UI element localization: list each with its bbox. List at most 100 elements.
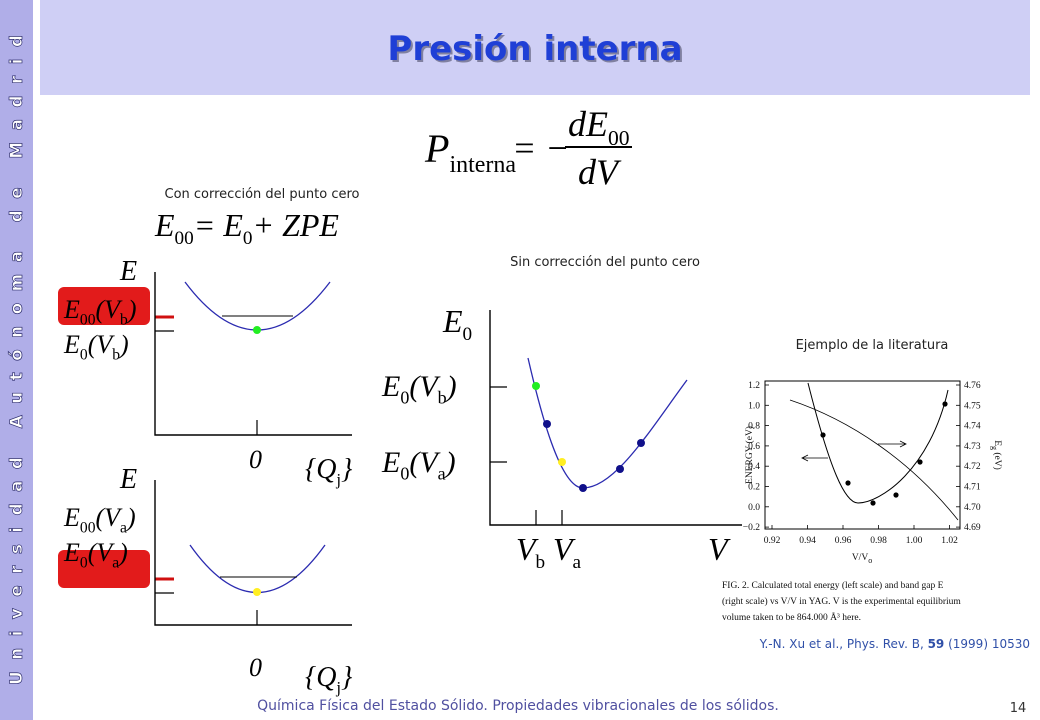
math-part: a	[112, 555, 119, 572]
point	[820, 432, 826, 438]
point	[532, 382, 540, 390]
math-part: E	[63, 503, 80, 532]
point	[616, 465, 624, 473]
x-tick-label: 0.98	[870, 536, 887, 546]
math-part: )	[445, 370, 457, 403]
math-part: a	[438, 464, 446, 484]
figure-caption: FIG. 2. Calculated total energy (left sc…	[722, 580, 944, 591]
math-part: E	[119, 464, 137, 495]
level-label: E0(Vb)	[381, 370, 457, 408]
math-part: )	[125, 503, 136, 532]
plot-frame	[764, 380, 961, 530]
math-part: 0	[400, 388, 409, 408]
y-tick-label: 1.2	[748, 381, 760, 391]
math-part: (V	[88, 538, 116, 567]
title: Presión interna	[387, 29, 682, 69]
y-tick-label: 0.0	[748, 503, 760, 513]
point	[579, 484, 587, 492]
sidebar-band	[0, 0, 33, 720]
energy-axis-label: E0	[442, 303, 472, 345]
math-part: E	[381, 446, 400, 479]
point	[845, 480, 851, 486]
y-tick-label: 0.8	[748, 422, 760, 432]
energy-curve	[527, 357, 688, 489]
level-label: E0(Va)	[63, 538, 128, 572]
math-part: interna	[449, 152, 516, 178]
origin-label: 0	[249, 653, 262, 682]
y-tick-label: 0.2	[748, 483, 760, 493]
point	[558, 458, 566, 466]
math-part: 0	[463, 324, 473, 345]
axes	[154, 480, 352, 626]
energy-axis-label: E	[119, 256, 137, 287]
coordinate-label: {Qj}	[305, 662, 352, 697]
y-tick-label: 0.4	[748, 462, 760, 472]
math-part: dE	[568, 104, 608, 144]
math-part: )	[118, 330, 129, 359]
math-part: E	[381, 370, 400, 403]
math-part: E	[154, 207, 175, 243]
volume-label: Vb	[516, 531, 545, 573]
level-label: E0(Vb)	[63, 330, 129, 364]
math-part: a	[120, 520, 127, 537]
math-part: E	[119, 256, 137, 287]
math-part: (V	[95, 503, 123, 532]
math-part: 0	[249, 445, 262, 474]
math-part: {Q	[305, 454, 336, 485]
math-part: (V	[409, 370, 441, 403]
math-part: = E	[194, 207, 244, 243]
title-bar	[40, 0, 1030, 95]
point	[942, 401, 948, 407]
x-tick-label: 0.92	[764, 536, 781, 546]
figure-caption: (right scale) vs V/V in YAG. V is the ex…	[722, 596, 961, 607]
formula-denominator: dV	[578, 152, 622, 192]
math-part: 0	[400, 464, 409, 484]
highlight-box	[58, 550, 150, 588]
math-part: {Q	[305, 662, 336, 693]
axes	[154, 272, 352, 436]
y-tick-label: −0.2	[743, 523, 760, 533]
middle-caption: Sin corrección del punto cero	[510, 255, 700, 270]
energy-curve	[807, 382, 949, 504]
math-part: 0	[243, 228, 253, 249]
volume-label: V	[708, 531, 731, 567]
formula-equals: = −	[512, 128, 570, 168]
math-part: 00	[175, 228, 194, 249]
math-part: 00	[80, 520, 96, 537]
x-tick-label: 0.96	[835, 536, 852, 546]
point	[637, 439, 645, 447]
math-part: E	[63, 295, 80, 324]
math-part: b	[120, 312, 128, 329]
math-part: b	[438, 388, 447, 408]
math-part: }	[341, 662, 352, 693]
y2-tick-label: 4.69	[964, 523, 981, 533]
level-label: E00(Va)	[63, 503, 136, 537]
math-part: E	[63, 330, 80, 359]
math-part: (V	[95, 295, 123, 324]
math-part: }	[341, 454, 352, 485]
potential-curve	[189, 544, 326, 593]
math-part: b	[536, 552, 546, 573]
y2-axis-label: Eg (eV)	[990, 440, 1003, 470]
x-axis-label: V/Vo	[852, 553, 872, 565]
potential-curve	[184, 281, 331, 331]
y2-tick-label: 4.70	[964, 503, 981, 513]
y2-tick-label: 4.75	[964, 401, 981, 411]
point	[253, 588, 261, 596]
y2-tick-label: 4.72	[964, 462, 981, 472]
page-number: 14	[1010, 701, 1027, 716]
literature-caption: Ejemplo de la literatura	[796, 338, 949, 353]
y2-tick-label: 4.76	[964, 381, 981, 391]
arrow	[878, 440, 907, 448]
math-part: 0	[80, 555, 88, 572]
math-part: j	[335, 678, 341, 697]
title-shadow: Presión interna	[389, 31, 684, 71]
point	[893, 492, 899, 498]
formula-numerator: dE00	[568, 104, 630, 150]
left-caption: Con corrección del punto cero	[165, 187, 360, 202]
math-part: (V	[409, 446, 441, 479]
figure-caption: volume taken to be 864.000 Å³ here.	[722, 611, 861, 623]
math-part: )	[117, 538, 128, 567]
y2-tick-label: 4.71	[964, 483, 981, 493]
